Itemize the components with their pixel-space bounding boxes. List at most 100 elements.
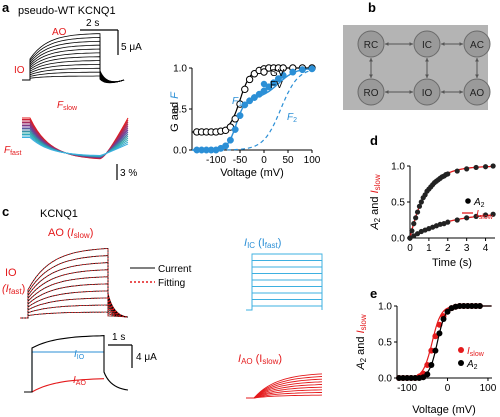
fv-point xyxy=(250,94,258,101)
iao-trace xyxy=(246,376,323,399)
current-trace xyxy=(22,56,125,83)
x-tick-label: -100 xyxy=(397,383,417,394)
state-arrow-head xyxy=(425,74,429,78)
islow-point xyxy=(414,231,421,237)
ylabel-a: A xyxy=(369,222,381,230)
state-node xyxy=(357,78,385,106)
legend-fitting-text: Fitting xyxy=(158,278,185,289)
iao-trace xyxy=(246,392,322,399)
f2-label: F2 xyxy=(287,112,297,124)
io-component xyxy=(24,351,104,393)
gv-point xyxy=(245,75,254,84)
fv-point xyxy=(279,71,287,79)
fv-point xyxy=(241,101,249,109)
islow-point xyxy=(473,213,479,219)
panel-c-legend: Current Fitting xyxy=(130,264,192,289)
ylabel-a: A xyxy=(355,362,367,370)
state-node-label: IO xyxy=(422,88,433,99)
ylabel-a-sub: 2 xyxy=(359,357,368,362)
label-i-io: IIO xyxy=(74,349,85,361)
iao-trace xyxy=(246,373,323,399)
panel-a-scale-bar xyxy=(80,29,119,55)
state-node-label: RC xyxy=(364,40,378,51)
a2-point xyxy=(409,228,415,234)
state-arrow-head xyxy=(385,42,389,46)
islow-point xyxy=(482,212,489,218)
state-arrow-head xyxy=(369,74,373,78)
x-tick-label: 100 xyxy=(304,155,321,166)
current-trace xyxy=(20,290,129,319)
panel-c-ic-traces xyxy=(246,253,323,311)
x-axis-label: Voltage (mV) xyxy=(220,167,284,179)
ic-trace xyxy=(246,305,323,311)
legend-a2-marker xyxy=(465,198,471,204)
total-current xyxy=(24,335,129,393)
panel-c-title: KCNQ1 xyxy=(40,208,78,220)
panel-a-ao-label: AO xyxy=(52,27,67,38)
fv-point xyxy=(246,97,254,105)
state-arrow-head xyxy=(459,90,463,94)
fitting-trace xyxy=(20,304,129,319)
ic-trace xyxy=(246,292,323,311)
a2-point xyxy=(413,215,419,221)
legend-fv-text: FV xyxy=(270,80,283,91)
panel-c-ic-label: IIC (Ifast) xyxy=(244,237,281,250)
state-node-label: RO xyxy=(364,88,379,99)
y-tick-label: 1.0 xyxy=(378,302,392,313)
a2-point xyxy=(445,171,451,177)
ylabel-and: and xyxy=(355,333,367,357)
panel-c-iao-label: IAO (Islow) xyxy=(238,353,282,366)
fv-point xyxy=(222,142,230,150)
ylabel-i: I xyxy=(355,330,367,333)
x-tick-label: 0 xyxy=(261,155,267,166)
fluorescence-trace xyxy=(22,137,129,157)
legend-a2-text: A2 xyxy=(466,359,478,371)
gv-point xyxy=(279,64,287,72)
panel-a-fluorescence-traces xyxy=(22,117,129,160)
gv-point xyxy=(241,85,249,94)
x-tick-label: 100 xyxy=(480,383,497,394)
x-tick-label: -50 xyxy=(233,155,248,166)
state-node-label: AO xyxy=(470,88,485,99)
legend-a2-sub: 2 xyxy=(474,364,478,371)
state-arrow-head xyxy=(425,58,429,62)
x-axis-label: Voltage (mV) xyxy=(412,404,476,416)
state-arrow-head xyxy=(409,42,413,46)
x-tick-label: -100 xyxy=(206,155,226,166)
ylabel-and: and xyxy=(169,99,181,123)
ic-trace xyxy=(246,299,323,311)
label-i-ao: IAO xyxy=(73,375,86,387)
panel-c-current-traces xyxy=(20,248,129,319)
f1-label: F1 xyxy=(232,96,242,108)
ylabel-g: G xyxy=(169,123,181,132)
islow-point xyxy=(454,217,460,223)
a2-point xyxy=(473,164,479,171)
a2-point xyxy=(414,209,421,215)
y-tick-label: 0.0 xyxy=(173,146,187,157)
a2-point xyxy=(490,163,496,169)
a2-point xyxy=(432,347,439,354)
state-node xyxy=(413,30,441,58)
iao-trace xyxy=(246,378,323,399)
panel-label-b: b xyxy=(368,0,376,15)
fv-point xyxy=(260,87,268,95)
f2-sub: 2 xyxy=(293,117,297,124)
fv-point xyxy=(236,112,244,120)
state-arrow-head xyxy=(441,90,445,94)
legend-gv-text: GV xyxy=(270,68,285,79)
fv-point xyxy=(308,65,316,73)
ic-trace xyxy=(246,273,323,311)
x-tick-label: 0 xyxy=(407,243,413,254)
ao-component xyxy=(24,378,105,393)
a2-point xyxy=(482,164,489,170)
fitting-trace xyxy=(20,283,129,319)
x-tick-label: 1 xyxy=(426,243,432,254)
panel-c-scale-bar xyxy=(108,344,133,368)
x-tick-label: 3 xyxy=(464,243,470,254)
iao-trace xyxy=(246,381,323,399)
legend-current-text: Current xyxy=(158,264,192,275)
legend-islow-marker xyxy=(458,347,464,353)
legend-islow-text: Islow xyxy=(476,209,494,221)
state-node xyxy=(413,78,441,106)
